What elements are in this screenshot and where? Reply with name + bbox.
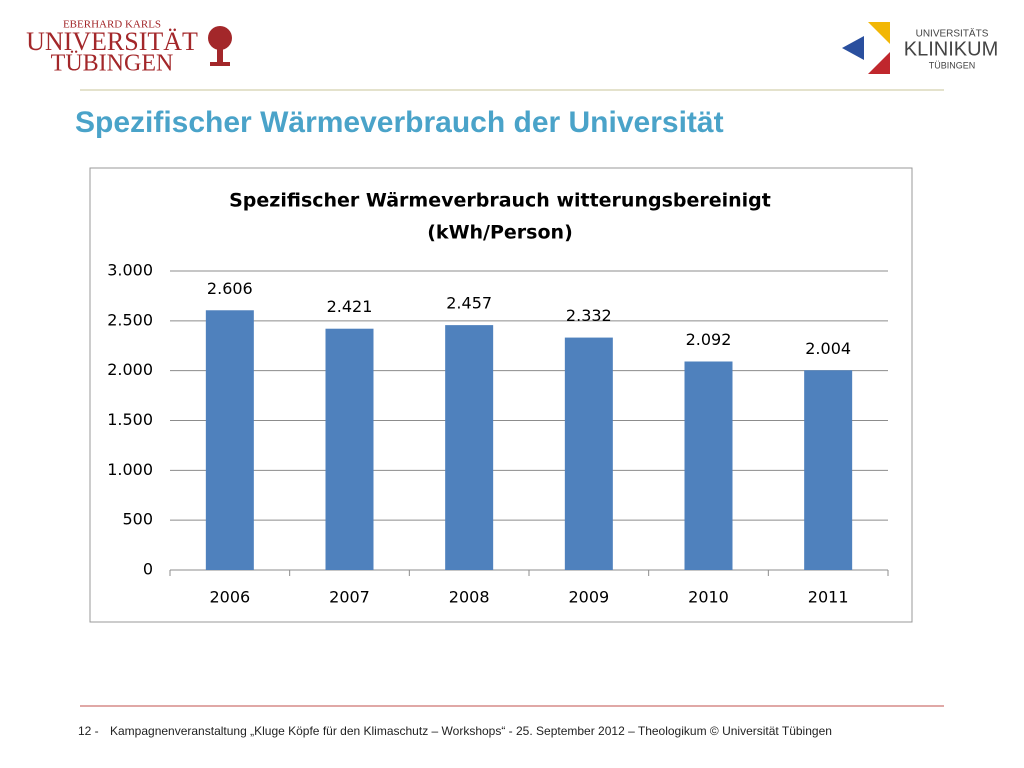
- x-tick-label: 2007: [329, 588, 370, 607]
- bar: [445, 325, 494, 570]
- x-tick-label: 2011: [808, 588, 849, 607]
- bar: [564, 337, 613, 570]
- y-tick-label: 3.000: [107, 261, 153, 280]
- x-tick-label: 2006: [209, 588, 250, 607]
- tree-icon: [208, 26, 232, 66]
- logo-text: UNIVERSITÄT: [26, 27, 198, 56]
- bar: [325, 328, 374, 570]
- x-tick-label: 2010: [688, 588, 729, 607]
- data-label: 2.421: [327, 297, 373, 316]
- data-label: 2.092: [686, 330, 732, 349]
- page-number: 12 -: [78, 724, 99, 738]
- logo-text: TÜBINGEN: [51, 51, 174, 77]
- data-label: 2.332: [566, 306, 612, 325]
- footer-text: Kampagnenveranstaltung „Kluge Köpfe für …: [110, 724, 832, 738]
- y-tick-label: 1.000: [107, 460, 153, 479]
- y-tick-label: 1.500: [107, 410, 153, 429]
- y-tick-label: 2.000: [107, 360, 153, 379]
- logo-text: KLINIKUM: [904, 38, 998, 60]
- y-tick-label: 0: [143, 560, 153, 579]
- data-label: 2.004: [805, 339, 851, 358]
- clinic-icon: [842, 22, 890, 74]
- x-tick-label: 2009: [568, 588, 609, 607]
- chart-title: Spezifischer Wärmeverbrauch witterungsbe…: [229, 190, 771, 212]
- data-label: 2.457: [446, 294, 492, 313]
- logo-text: TÜBINGEN: [929, 60, 976, 70]
- slide-title: Spezifischer Wärmeverbrauch der Universi…: [75, 106, 724, 139]
- bar: [205, 310, 254, 570]
- y-tick-label: 2.500: [107, 310, 153, 329]
- bar: [804, 370, 853, 570]
- chart-subtitle: (kWh/Person): [427, 222, 573, 244]
- logo-text: EBERHARD KARLS: [63, 19, 161, 31]
- y-tick-label: 500: [122, 510, 153, 529]
- bar: [684, 361, 733, 570]
- logo-text: UNIVERSITÄTS: [916, 28, 989, 40]
- data-label: 2.606: [207, 279, 253, 298]
- x-tick-label: 2008: [449, 588, 490, 607]
